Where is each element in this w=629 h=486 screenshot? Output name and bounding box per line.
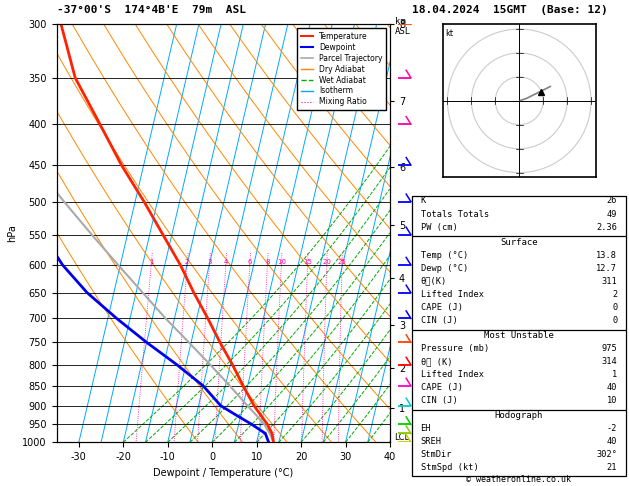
- Text: 6: 6: [247, 259, 252, 265]
- Text: 10: 10: [607, 396, 617, 405]
- Text: 1: 1: [612, 370, 617, 379]
- Text: 311: 311: [601, 277, 617, 286]
- X-axis label: Dewpoint / Temperature (°C): Dewpoint / Temperature (°C): [153, 468, 293, 478]
- Text: km
ASL: km ASL: [395, 17, 411, 36]
- Text: kt: kt: [445, 29, 454, 38]
- Text: K: K: [421, 196, 426, 206]
- Text: Dewp (°C): Dewp (°C): [421, 264, 468, 273]
- Text: CIN (J): CIN (J): [421, 396, 457, 405]
- Text: 25: 25: [338, 259, 347, 265]
- Text: θᴇ(K): θᴇ(K): [421, 277, 447, 286]
- Text: 2.36: 2.36: [596, 223, 617, 232]
- Text: Temp (°C): Temp (°C): [421, 251, 468, 260]
- Text: 302°: 302°: [596, 451, 617, 459]
- Text: © weatheronline.co.uk: © weatheronline.co.uk: [467, 474, 571, 484]
- Text: Pressure (mb): Pressure (mb): [421, 344, 489, 353]
- Text: 2: 2: [612, 290, 617, 299]
- Text: 0: 0: [612, 303, 617, 312]
- Text: Hodograph: Hodograph: [495, 411, 543, 420]
- Text: CIN (J): CIN (J): [421, 316, 457, 325]
- Text: 40: 40: [607, 437, 617, 446]
- Text: -37°00'S  174°4B'E  79m  ASL: -37°00'S 174°4B'E 79m ASL: [57, 4, 245, 15]
- Text: EH: EH: [421, 424, 431, 433]
- Text: Lifted Index: Lifted Index: [421, 290, 484, 299]
- Text: 2: 2: [185, 259, 189, 265]
- Text: 975: 975: [601, 344, 617, 353]
- Text: 8: 8: [265, 259, 270, 265]
- Text: CAPE (J): CAPE (J): [421, 383, 462, 392]
- Text: Totals Totals: Totals Totals: [421, 209, 489, 219]
- Text: 13.8: 13.8: [596, 251, 617, 260]
- Legend: Temperature, Dewpoint, Parcel Trajectory, Dry Adiabat, Wet Adiabat, Isotherm, Mi: Temperature, Dewpoint, Parcel Trajectory…: [298, 28, 386, 110]
- Text: Most Unstable: Most Unstable: [484, 331, 554, 340]
- Text: 1: 1: [149, 259, 153, 265]
- Text: 4: 4: [224, 259, 228, 265]
- Text: PW (cm): PW (cm): [421, 223, 457, 232]
- Text: SREH: SREH: [421, 437, 442, 446]
- Text: 0: 0: [612, 316, 617, 325]
- Text: 40: 40: [607, 383, 617, 392]
- Text: 3: 3: [207, 259, 212, 265]
- Text: 26: 26: [607, 196, 617, 206]
- Y-axis label: hPa: hPa: [7, 225, 17, 242]
- Text: CAPE (J): CAPE (J): [421, 303, 462, 312]
- Text: 20: 20: [322, 259, 331, 265]
- Text: -2: -2: [607, 424, 617, 433]
- Text: Lifted Index: Lifted Index: [421, 370, 484, 379]
- Text: 314: 314: [601, 357, 617, 366]
- Text: 21: 21: [607, 463, 617, 472]
- Text: 15: 15: [303, 259, 312, 265]
- Text: StmDir: StmDir: [421, 451, 452, 459]
- Text: 49: 49: [607, 209, 617, 219]
- Text: LCL: LCL: [394, 433, 409, 441]
- Text: 10: 10: [277, 259, 286, 265]
- Text: StmSpd (kt): StmSpd (kt): [421, 463, 478, 472]
- Text: 18.04.2024  15GMT  (Base: 12): 18.04.2024 15GMT (Base: 12): [412, 4, 608, 15]
- Text: θᴇ (K): θᴇ (K): [421, 357, 452, 366]
- Text: 12.7: 12.7: [596, 264, 617, 273]
- Text: Surface: Surface: [500, 238, 538, 246]
